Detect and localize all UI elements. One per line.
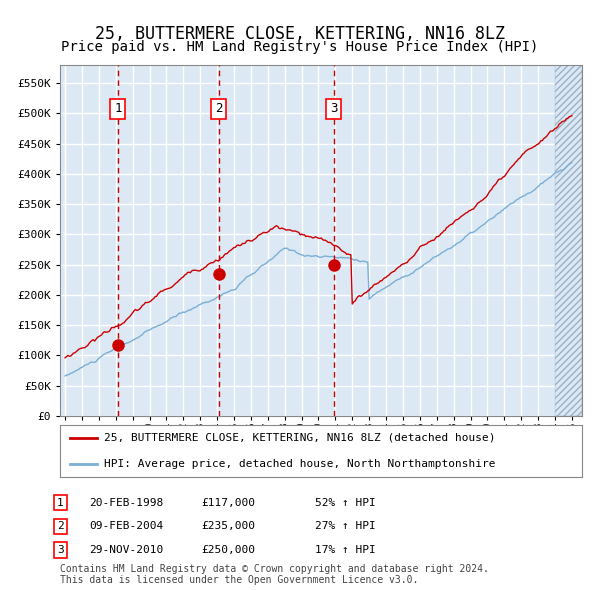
Text: 09-FEB-2004: 09-FEB-2004	[89, 522, 163, 531]
Text: 25, BUTTERMERE CLOSE, KETTERING, NN16 8LZ: 25, BUTTERMERE CLOSE, KETTERING, NN16 8L…	[95, 25, 505, 43]
Text: £117,000: £117,000	[201, 498, 255, 507]
Text: 27% ↑ HPI: 27% ↑ HPI	[315, 522, 376, 531]
Text: £250,000: £250,000	[201, 545, 255, 555]
Text: 52% ↑ HPI: 52% ↑ HPI	[315, 498, 376, 507]
Text: 2: 2	[215, 102, 223, 115]
Text: 3: 3	[330, 102, 338, 115]
Text: £235,000: £235,000	[201, 522, 255, 531]
Text: 3: 3	[57, 545, 64, 555]
Text: Price paid vs. HM Land Registry's House Price Index (HPI): Price paid vs. HM Land Registry's House …	[61, 40, 539, 54]
Text: 17% ↑ HPI: 17% ↑ HPI	[315, 545, 376, 555]
Text: 25, BUTTERMERE CLOSE, KETTERING, NN16 8LZ (detached house): 25, BUTTERMERE CLOSE, KETTERING, NN16 8L…	[104, 433, 496, 442]
Text: 20-FEB-1998: 20-FEB-1998	[89, 498, 163, 507]
Text: Contains HM Land Registry data © Crown copyright and database right 2024.
This d: Contains HM Land Registry data © Crown c…	[60, 563, 489, 585]
Text: 1: 1	[114, 102, 122, 115]
Text: HPI: Average price, detached house, North Northamptonshire: HPI: Average price, detached house, Nort…	[104, 459, 496, 468]
Text: 29-NOV-2010: 29-NOV-2010	[89, 545, 163, 555]
Bar	[555, 65, 582, 416]
Text: 2: 2	[57, 522, 64, 531]
Text: 1: 1	[57, 498, 64, 507]
